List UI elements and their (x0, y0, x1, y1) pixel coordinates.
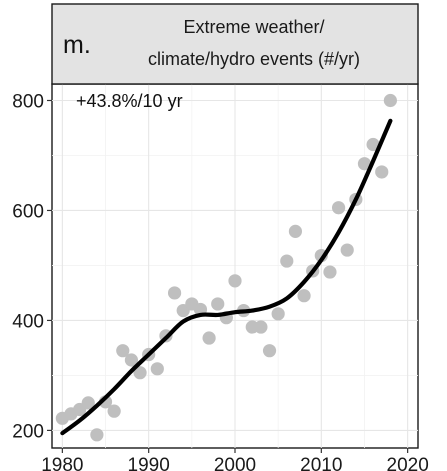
x-tick-label: 2010 (300, 455, 342, 471)
data-point (271, 307, 285, 321)
trend-layer (60, 118, 393, 436)
data-point (81, 396, 95, 410)
data-point (288, 224, 303, 238)
data-point (297, 289, 311, 303)
data-point (323, 265, 337, 279)
x-tick-label: 2000 (214, 455, 256, 471)
y-tick-label: 400 (12, 311, 44, 332)
data-point (280, 254, 294, 268)
trend-line (60, 118, 393, 436)
data-point (211, 297, 225, 311)
data-point (375, 165, 389, 179)
panel-letter: m. (63, 31, 91, 59)
strip-background (51, 3, 419, 85)
data-point (357, 157, 372, 171)
grid-layer (52, 84, 418, 448)
data-point (254, 320, 268, 334)
data-point (90, 428, 104, 442)
title-line-1: Extreme weather/ (183, 17, 324, 37)
axis-layer: 1980 1990 2000 2010 2020 200 400 600 800 (12, 91, 428, 471)
y-tick-label: 600 (12, 201, 44, 222)
data-point (107, 404, 121, 418)
data-point (150, 362, 164, 376)
data-point (116, 344, 130, 358)
trend-annotation: +43.8%/10 yr (76, 91, 183, 111)
y-tick-label: 200 (12, 421, 44, 442)
x-tick-label: 1980 (41, 455, 83, 471)
x-tick-label: 2020 (387, 455, 429, 471)
title-line-2: climate/hydro events (#/yr) (148, 49, 360, 69)
data-point (133, 366, 147, 380)
data-point (366, 137, 380, 152)
data-point (228, 274, 242, 288)
data-point (124, 353, 139, 367)
data-point (262, 344, 277, 358)
data-point (202, 331, 216, 345)
x-tick-label: 1990 (128, 455, 170, 471)
data-point (340, 243, 354, 257)
y-tick-label: 800 (12, 91, 44, 112)
data-point (167, 286, 182, 300)
data-point (383, 93, 397, 108)
data-point (331, 201, 346, 215)
panel-strip: m. Extreme weather/ climate/hydro events… (51, 3, 419, 85)
